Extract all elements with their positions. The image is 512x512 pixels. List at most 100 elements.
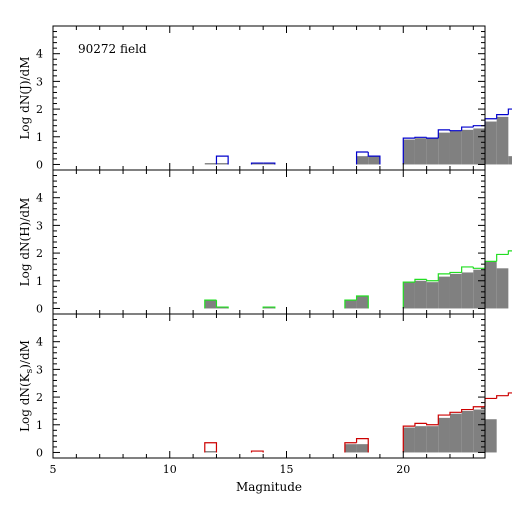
- outline-step: [437, 129, 450, 139]
- panel-2: 0 1 2 3 4 Log dN(H)/dM: [18, 169, 512, 315]
- y-tick-label: 4: [36, 48, 43, 61]
- filled-bar: [461, 272, 474, 309]
- outline-step: [355, 151, 369, 165]
- outline-step: [437, 414, 450, 425]
- filled-bar: [263, 307, 275, 309]
- x-tick-label: 15: [280, 463, 294, 476]
- filled-bar: [508, 156, 512, 165]
- x-tick-label: 20: [396, 463, 410, 476]
- filled-bar: [449, 273, 462, 309]
- outline-step: [461, 126, 474, 131]
- y-axis-title: Log dN(H)/dM: [18, 198, 32, 287]
- outline-step: [449, 129, 462, 132]
- y-tick-label: 3: [36, 75, 43, 88]
- outline-step: [215, 300, 229, 309]
- outline-step: [402, 137, 415, 165]
- y-axis-title: Log dN(Ks)/dM: [18, 340, 35, 432]
- filled-bar: [426, 282, 439, 309]
- filled-bar: [485, 261, 497, 309]
- outline-step: [355, 438, 369, 453]
- outline-step: [507, 392, 512, 396]
- outline-step: [344, 299, 357, 309]
- x-tick-label: 5: [50, 463, 57, 476]
- outline-step: [496, 114, 509, 119]
- y-tick-label: 0: [36, 302, 43, 315]
- filled-bar: [204, 451, 217, 453]
- panel-1: 0 1 2 3 4 Log dN(J)/dM: [18, 25, 512, 171]
- outline-step: [402, 281, 415, 309]
- outline-step: [263, 162, 276, 165]
- y-tick-label: 2: [36, 103, 43, 116]
- filled-bar: [216, 307, 229, 309]
- filled-bar: [485, 121, 497, 165]
- filled-bar: [414, 426, 427, 453]
- outline-step: [437, 273, 450, 281]
- y-tick-label: 0: [36, 446, 43, 459]
- outline-step: [461, 266, 474, 273]
- outline-step: [250, 450, 264, 453]
- filled-bar: [356, 296, 369, 309]
- filled-bar: [356, 444, 369, 453]
- outline-step: [355, 295, 369, 309]
- outline-step: [507, 108, 512, 115]
- outline-step: [414, 422, 427, 427]
- filled-bar: [438, 132, 450, 165]
- filled-bar: [204, 300, 217, 309]
- filled-bar: [426, 138, 439, 165]
- outline-step: [204, 442, 218, 453]
- y-tick-label: 1: [36, 419, 43, 432]
- outline-step: [367, 152, 381, 165]
- filled-bar: [414, 138, 427, 165]
- filled-bar: [473, 409, 485, 453]
- outline-step: [204, 299, 217, 309]
- filled-bar: [461, 129, 474, 165]
- filled-bar: [426, 426, 439, 453]
- filled-bar: [344, 300, 357, 309]
- outline-step: [472, 406, 485, 410]
- y-tick-label: 0: [36, 158, 43, 171]
- outline-step: [215, 155, 229, 165]
- x-axis-title: Magnitude: [236, 480, 302, 494]
- y-axis-title: Log dN(J)/dM: [18, 56, 32, 139]
- filled-bar: [496, 116, 509, 165]
- filled-bar: [403, 139, 415, 165]
- outline-step: [496, 253, 509, 262]
- outline-step: [484, 397, 497, 407]
- y-tick-label: 3: [36, 363, 43, 376]
- outline-step: [426, 137, 439, 139]
- filled-bar: [449, 413, 462, 453]
- outline-step: [426, 423, 439, 426]
- y-tick-label: 1: [36, 131, 43, 144]
- outline-step: [461, 408, 474, 413]
- filled-bar: [403, 282, 415, 309]
- filled-bar: [263, 163, 275, 165]
- filled-bar: [368, 156, 380, 165]
- y-tick-label: 3: [36, 219, 43, 232]
- x-tick-label: 10: [163, 463, 177, 476]
- filled-bar: [216, 163, 229, 165]
- filled-bar: [438, 276, 450, 309]
- outline-step: [472, 266, 485, 269]
- filled-bar: [344, 444, 357, 453]
- y-tick-label: 4: [36, 336, 43, 349]
- outline-step: [449, 411, 462, 416]
- outline-step: [344, 442, 357, 453]
- outline-step: [426, 279, 439, 282]
- filled-bar: [438, 417, 450, 453]
- filled-bar: [251, 163, 264, 165]
- filled-bar: [473, 269, 485, 309]
- filled-bar: [485, 419, 497, 453]
- filled-bar: [473, 128, 485, 165]
- y-tick-label: 4: [36, 192, 43, 205]
- field-annotation: 90272 field: [78, 42, 147, 56]
- outline-step: [449, 271, 462, 274]
- filled-bar: [449, 130, 462, 165]
- filled-bar: [204, 163, 217, 165]
- outline-step: [496, 395, 509, 399]
- y-tick-label: 1: [36, 275, 43, 288]
- outline-step: [402, 425, 415, 453]
- y-tick-label: 2: [36, 247, 43, 260]
